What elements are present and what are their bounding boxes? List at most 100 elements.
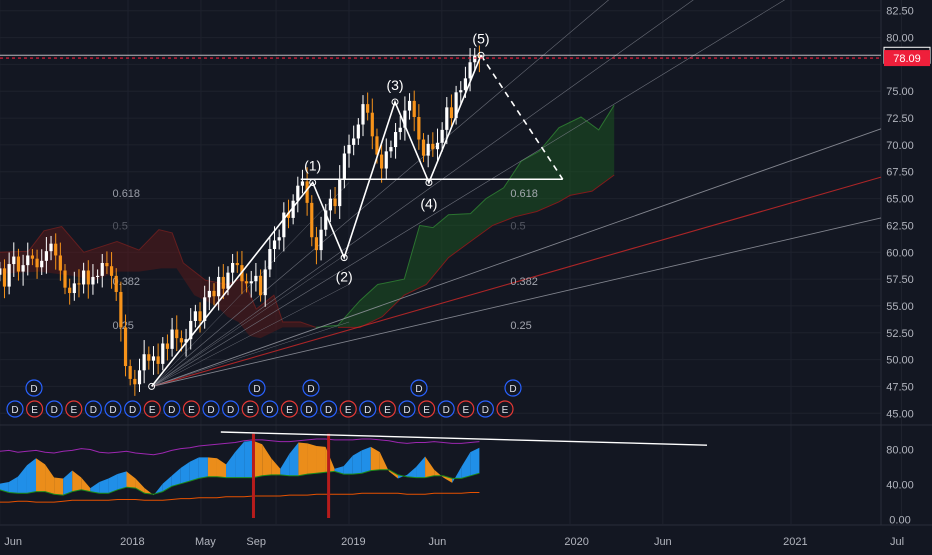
wave-point[interactable] xyxy=(148,382,156,390)
candle-body[interactable] xyxy=(170,329,174,349)
candle-body[interactable] xyxy=(203,297,207,321)
candle-body[interactable] xyxy=(221,276,225,289)
candle-body[interactable] xyxy=(207,290,211,298)
earnings-marker[interactable] xyxy=(378,400,396,418)
earnings-marker[interactable] xyxy=(143,400,161,418)
candle-body[interactable] xyxy=(342,153,346,180)
candle-body[interactable] xyxy=(407,100,412,111)
candle-body[interactable] xyxy=(249,281,253,284)
candle-body[interactable] xyxy=(179,338,184,343)
candle-body[interactable] xyxy=(263,269,267,296)
candle-body[interactable] xyxy=(44,251,48,261)
dividend-marker[interactable] xyxy=(320,400,338,418)
candle-body[interactable] xyxy=(286,212,291,218)
dividend-marker[interactable] xyxy=(359,400,377,418)
candle-body[interactable] xyxy=(105,262,109,267)
candle-body[interactable] xyxy=(128,366,132,379)
candle-body[interactable] xyxy=(189,320,193,340)
candle-body[interactable] xyxy=(109,266,114,276)
candle-body[interactable] xyxy=(58,255,62,271)
candle-body[interactable] xyxy=(389,147,393,152)
candle-body[interactable] xyxy=(282,212,286,238)
candle-body[interactable] xyxy=(123,327,128,367)
candle-body[interactable] xyxy=(440,129,444,143)
candle-body[interactable] xyxy=(30,255,35,259)
candle-body[interactable] xyxy=(361,104,365,125)
candle-body[interactable] xyxy=(54,243,58,256)
candle-body[interactable] xyxy=(77,283,81,285)
candle-body[interactable] xyxy=(473,55,477,63)
earnings-marker[interactable] xyxy=(241,400,259,418)
dividend-marker[interactable] xyxy=(504,379,522,397)
candle-body[interactable] xyxy=(100,262,104,276)
candle-body[interactable] xyxy=(63,270,67,288)
dividend-marker[interactable] xyxy=(410,379,428,397)
oscillator-trendline[interactable] xyxy=(220,431,708,446)
candle-body[interactable] xyxy=(184,339,188,343)
earnings-marker[interactable] xyxy=(182,400,200,418)
candle-body[interactable] xyxy=(463,78,468,91)
candle-body[interactable] xyxy=(417,117,421,140)
candle-body[interactable] xyxy=(296,185,300,201)
candle-body[interactable] xyxy=(468,62,472,79)
wave-point[interactable] xyxy=(340,254,348,262)
candle-body[interactable] xyxy=(258,275,263,296)
candle-body[interactable] xyxy=(477,55,481,58)
candle-body[interactable] xyxy=(137,370,142,385)
candle-body[interactable] xyxy=(352,138,356,145)
dividend-marker[interactable] xyxy=(25,379,43,397)
candle-body[interactable] xyxy=(86,270,90,285)
candle-body[interactable] xyxy=(147,354,151,361)
candle-body[interactable] xyxy=(68,287,72,294)
earnings-marker[interactable] xyxy=(339,400,357,418)
candle-body[interactable] xyxy=(217,276,221,297)
candle-body[interactable] xyxy=(310,202,314,238)
candle-body[interactable] xyxy=(244,281,249,284)
dividend-marker[interactable] xyxy=(84,400,103,418)
candle-body[interactable] xyxy=(421,139,426,156)
candle-body[interactable] xyxy=(370,112,374,137)
earnings-marker[interactable] xyxy=(25,400,44,418)
candle-body[interactable] xyxy=(333,198,337,207)
dividend-marker[interactable] xyxy=(202,400,220,418)
dividend-marker[interactable] xyxy=(437,400,455,418)
candle-body[interactable] xyxy=(2,268,7,287)
candle-body[interactable] xyxy=(398,127,402,133)
dividend-marker[interactable] xyxy=(163,400,181,418)
candle-body[interactable] xyxy=(314,237,319,251)
candle-body[interactable] xyxy=(384,151,388,169)
dividend-marker[interactable] xyxy=(261,400,279,418)
candle-body[interactable] xyxy=(165,343,170,349)
candle-body[interactable] xyxy=(431,143,435,150)
candle-body[interactable] xyxy=(198,311,202,321)
candle-body[interactable] xyxy=(272,240,277,250)
earnings-marker[interactable] xyxy=(418,400,436,418)
candle-body[interactable] xyxy=(49,243,53,252)
candle-body[interactable] xyxy=(393,132,398,148)
candle-body[interactable] xyxy=(72,283,76,294)
earnings-marker[interactable] xyxy=(65,400,83,418)
candle-body[interactable] xyxy=(347,144,351,154)
wave-projection[interactable] xyxy=(480,54,564,180)
candle-body[interactable] xyxy=(235,262,239,266)
candle-body[interactable] xyxy=(151,356,156,361)
earnings-marker[interactable] xyxy=(280,400,298,418)
dividend-marker[interactable] xyxy=(476,400,494,418)
candle-body[interactable] xyxy=(454,92,458,119)
candle-body[interactable] xyxy=(212,290,216,297)
candle-body[interactable] xyxy=(412,100,416,118)
candle-body[interactable] xyxy=(156,356,160,364)
dividend-marker[interactable] xyxy=(45,400,63,418)
candle-body[interactable] xyxy=(175,329,179,339)
candle-body[interactable] xyxy=(114,275,118,292)
candle-body[interactable] xyxy=(338,179,342,207)
candle-body[interactable] xyxy=(445,107,449,130)
earnings-marker[interactable] xyxy=(457,400,475,418)
candle-body[interactable] xyxy=(193,311,197,321)
candle-body[interactable] xyxy=(231,262,235,273)
candle-body[interactable] xyxy=(119,291,123,328)
dividend-marker[interactable] xyxy=(398,400,416,418)
candle-body[interactable] xyxy=(16,256,21,272)
